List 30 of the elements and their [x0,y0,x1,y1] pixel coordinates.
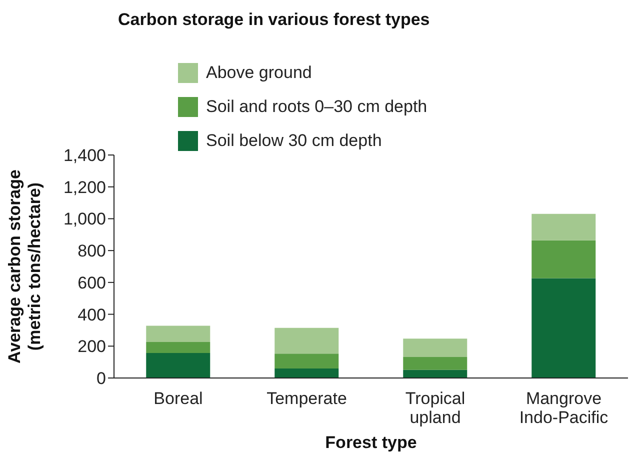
bar [532,278,596,378]
bar [532,240,596,278]
bar [146,342,210,353]
bar [403,338,468,357]
y-tick-label: 400 [78,305,106,324]
bar [403,370,468,378]
bar [146,352,210,378]
legend-label: Above ground [206,63,312,83]
legend-label: Soil and roots 0–30 cm depth [206,97,428,117]
y-tick-label: 200 [78,337,106,356]
y-tick-label: 1,200 [63,178,106,197]
y-tick-label: 1,000 [63,210,106,229]
y-axis-title: Average carbon storage (metric tons/hectare) [5,170,44,364]
y-tick-label: 800 [78,242,106,261]
bar [274,328,339,354]
bar [274,368,339,378]
y-tick-label: 0 [96,369,106,388]
x-tick-label: Mangrove Indo-Pacific [519,389,609,427]
x-tick-label: Temperate [266,389,347,408]
bar [146,326,210,342]
x-tick-label: Tropical upland [405,389,466,427]
bar [274,354,339,368]
y-tick-label: 600 [78,273,106,292]
bar [532,214,596,240]
legend-label: Soil below 30 cm depth [206,131,382,151]
y-tick-label: 1,400 [63,146,106,166]
bar [403,356,468,370]
x-tick-label: Boreal [154,389,203,408]
chart-title: Carbon storage in various forest types [118,10,430,30]
x-axis-title: Forest type [325,433,417,452]
